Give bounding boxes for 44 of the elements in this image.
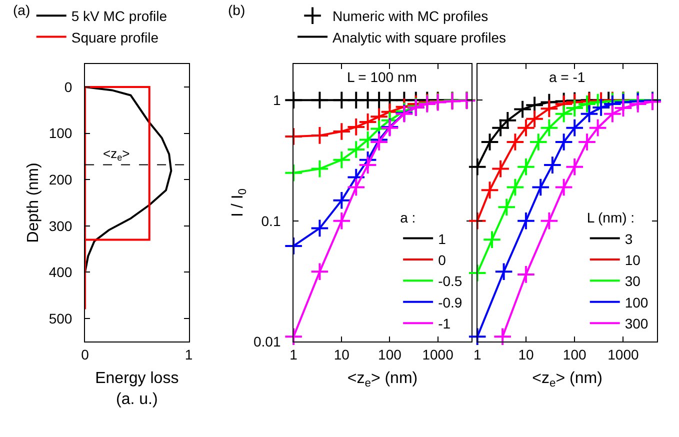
annotation: L = 100 nm bbox=[347, 69, 417, 85]
y-tick-label: 0.1 bbox=[261, 212, 281, 229]
x-axis-title: <z$_{e}$> (nm) bbox=[347, 370, 418, 390]
annotation: a = -1 bbox=[549, 69, 586, 85]
ref-line-label: <z$_{e}$> bbox=[103, 146, 130, 163]
legend-label: 300 bbox=[624, 316, 648, 332]
x-tick-label: 100 bbox=[562, 346, 586, 362]
legend-label: 10 bbox=[624, 252, 641, 268]
chart-title: (a) bbox=[13, 2, 30, 18]
y-tick-label: 200 bbox=[48, 171, 72, 188]
legend-label: Square profile bbox=[71, 29, 159, 46]
x-tick-label: 10 bbox=[518, 346, 534, 362]
x-tick-label: 1000 bbox=[608, 346, 640, 362]
legend-label: -1 bbox=[438, 316, 451, 332]
y-tick-label: 0.01 bbox=[254, 334, 281, 350]
y-tick-label: 1 bbox=[272, 92, 281, 108]
x-tick-label: 10 bbox=[334, 346, 350, 362]
legend-label: -0.5 bbox=[438, 273, 462, 290]
x-tick-label: 1000 bbox=[422, 346, 454, 362]
legend-label: 0 bbox=[438, 252, 446, 268]
legend-label: 5 kV MC profile bbox=[71, 8, 168, 24]
legend-label: Numeric with MC profiles bbox=[332, 8, 488, 24]
x-axis-title: Energy loss (a. u.) bbox=[95, 370, 179, 408]
legend-title: a : bbox=[400, 210, 416, 226]
y-axis-title: Depth (nm) bbox=[24, 162, 42, 243]
legend-label: -0.9 bbox=[438, 294, 462, 310]
x-axis-title: <z$_{e}$> (nm) bbox=[532, 370, 602, 390]
chart-title: (b) bbox=[228, 2, 246, 18]
legend-label: 30 bbox=[624, 273, 641, 290]
x-tick-label: 0 bbox=[81, 346, 90, 362]
y-tick-label: 500 bbox=[48, 310, 72, 326]
y-tick-label: 0 bbox=[64, 78, 72, 95]
x-tick-label: 1 bbox=[473, 346, 482, 362]
legend-label: 1 bbox=[438, 230, 446, 247]
legend-title: L (nm) : bbox=[586, 210, 635, 226]
x-tick-label: 100 bbox=[378, 346, 402, 362]
y-tick-label: 400 bbox=[48, 264, 72, 280]
legend-label: Analytic with square profiles bbox=[332, 29, 506, 46]
x-tick-label: 1 bbox=[290, 346, 298, 362]
y-tick-label: 100 bbox=[48, 125, 72, 142]
y-tick-label: 300 bbox=[48, 218, 72, 234]
legend-label: 100 bbox=[624, 294, 648, 310]
x-tick-label: 1 bbox=[184, 346, 193, 362]
legend-label: 3 bbox=[624, 230, 633, 247]
